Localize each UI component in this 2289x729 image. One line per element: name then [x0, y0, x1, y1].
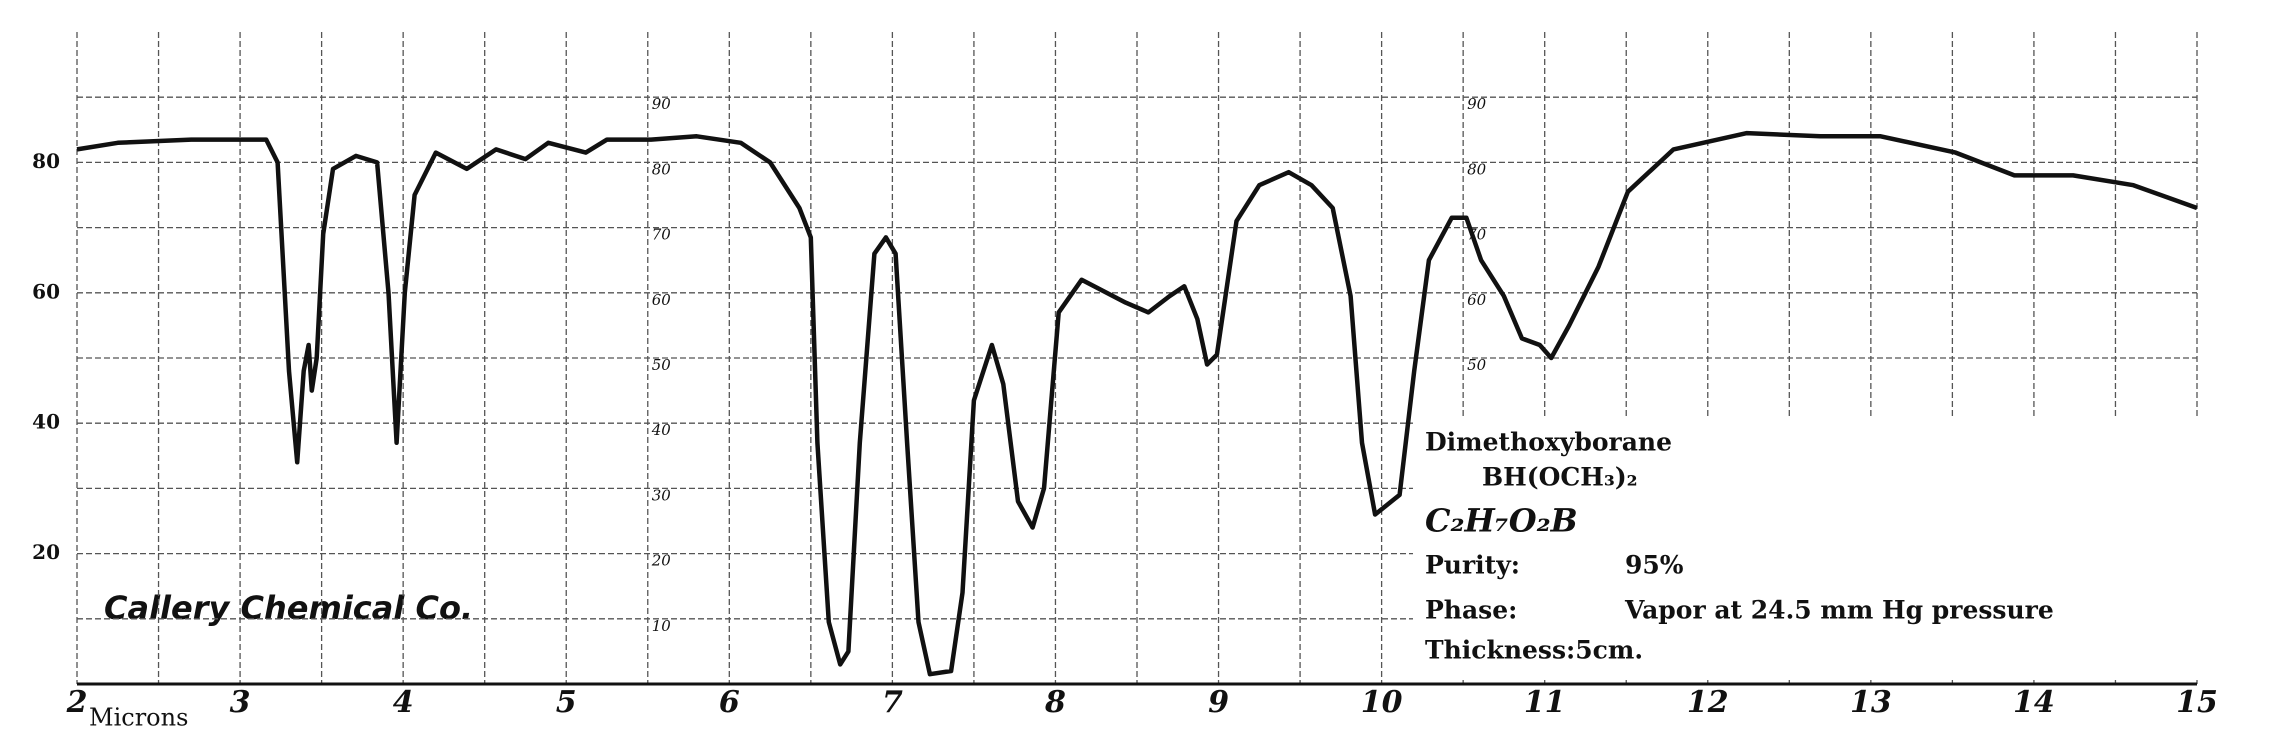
x-tick-label: 5 — [556, 685, 577, 720]
inner-scale-label: 30 — [652, 486, 672, 504]
thickness: Thickness:5cm. — [1425, 636, 1643, 665]
x-tick-label: 13 — [1850, 685, 1892, 720]
y-tick-label: 60 — [32, 279, 60, 303]
inner-scale-label: 80 — [1467, 160, 1487, 178]
molecular-formula: C₂H₇O₂B — [1425, 502, 1578, 540]
phase-value: Vapor at 24.5 mm Hg pressure — [1624, 596, 2054, 625]
inner-scale-label: 90 — [1467, 95, 1487, 113]
purity-value: 95% — [1625, 551, 1684, 580]
annotation: Callery Chemical Co. — [104, 589, 473, 627]
info-box — [1413, 418, 2198, 680]
inner-scale-label: 70 — [652, 226, 672, 244]
y-tick-label: 40 — [32, 410, 60, 434]
y-tick-label: 80 — [32, 149, 60, 173]
inner-scale-label: 20 — [651, 552, 672, 570]
spectrum-line — [76, 130, 2198, 677]
x-tick-label: 6 — [719, 685, 740, 720]
sample-name: Dimethoxyborane — [1425, 428, 1672, 457]
x-tick-label: 2 — [66, 685, 88, 720]
x-tick-label: 9 — [1208, 685, 1229, 720]
inner-scale-label: 80 — [652, 160, 672, 178]
x-tick-label: 4 — [393, 685, 414, 720]
y-tick-label: 20 — [32, 540, 60, 564]
inner-scale-label: 10 — [652, 617, 672, 635]
sample-info: Dimethoxyborane BH(OCH₃)₂ C₂H₇O₂B Purity: 95… — [1413, 418, 2198, 680]
x-tick-label: 8 — [1044, 685, 1066, 720]
purity-label: Purity: — [1425, 551, 1520, 580]
sample-formula: BH(OCH₃)₂ — [1482, 463, 1638, 492]
x-tick-label: 7 — [882, 685, 903, 720]
x-tick-label: 15 — [2176, 685, 2218, 720]
x-tick-label: 3 — [230, 685, 251, 720]
inner-scale-label: 90 — [652, 95, 672, 113]
x-tick-label: 11 — [1524, 685, 1566, 720]
inner-scale-label: 40 — [651, 421, 672, 439]
phase-label: Phase: — [1425, 596, 1517, 625]
inner-scale-label: 60 — [1467, 291, 1487, 309]
inner-scale-label: 50 — [652, 356, 672, 374]
x-tick-label: 10 — [1361, 685, 1403, 720]
inner-scale-label: 60 — [652, 291, 672, 309]
x-tick-label: 12 — [1687, 685, 1729, 720]
x-tick-label: 14 — [2013, 685, 2055, 720]
inner-scale-label: 50 — [1467, 356, 1487, 374]
x-axis-label: Microns — [89, 704, 188, 729]
